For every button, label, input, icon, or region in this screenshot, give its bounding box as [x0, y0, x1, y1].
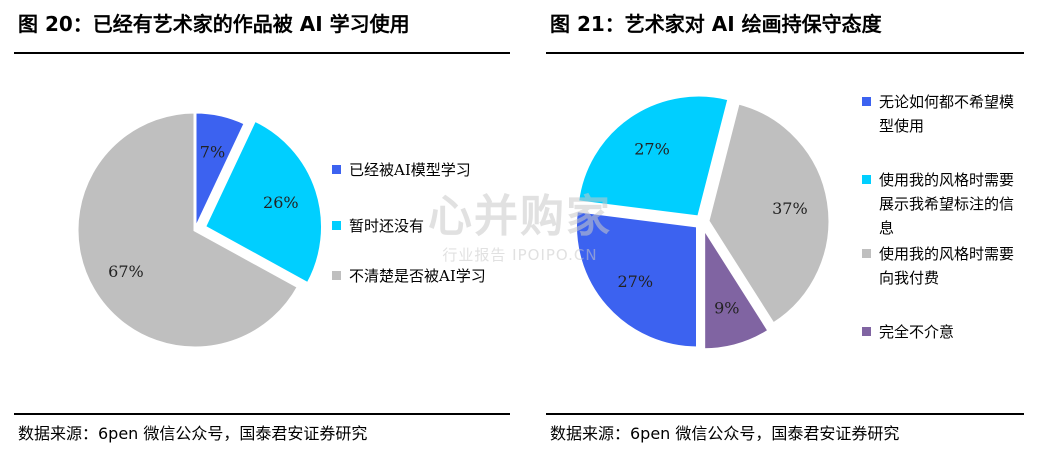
legend-swatch-1-1 [862, 175, 871, 184]
slice-label-1-0: 27% [617, 272, 653, 291]
pie-chart-left: 7% 26% 67% [75, 110, 324, 350]
legend-label-0-0: 已经被AI模型学习 [349, 161, 471, 179]
pie-chart-right: 27% 27% 37% 9% [574, 93, 832, 352]
title-rule-right [546, 52, 1024, 54]
pie-slice-1-3 [702, 222, 772, 352]
legend-item-0-2: 不清楚是否被AI学习 [332, 264, 489, 288]
legend-label-1-1: 使用我的风格时需要展示我希望标注的信息 [879, 171, 1015, 237]
legend-swatch-0-0 [332, 165, 341, 174]
legend-item-0-0: 已经被AI模型学习 [332, 158, 489, 182]
slice-label-0-0: 7% [200, 143, 225, 162]
legend-label-0-2: 不清楚是否被AI学习 [349, 267, 486, 285]
source-note-right: 数据来源：6pen 微信公众号，国泰君安证券研究 [550, 424, 900, 443]
legend-swatch-0-2 [332, 271, 341, 280]
legend-label-1-3: 完全不介意 [879, 323, 955, 341]
legend-item-0-1: 暂时还没有 [332, 214, 489, 238]
chart-panel-left: 图 20：已经有艺术家的作品被 AI 学习使用 7% 26% 67% 已经被AI模型… [0, 0, 510, 452]
slice-label-1-1: 27% [634, 139, 670, 158]
legend-label-1-0: 无论如何都不希望模型使用 [879, 93, 1015, 135]
pie-slice-0-1 [202, 118, 324, 286]
legend-swatch-1-2 [862, 249, 871, 258]
legend-swatch-0-1 [332, 221, 341, 230]
pie-slice-1-2 [706, 101, 832, 327]
legend-item-1-0: 无论如何都不希望模型使用 [862, 90, 1019, 138]
pie-slice-0-2 [75, 110, 301, 350]
legend-label-0-1: 暂时还没有 [349, 217, 425, 235]
chart-title-left: 图 20：已经有艺术家的作品被 AI 学习使用 [18, 12, 410, 36]
slice-label-1-3: 9% [714, 298, 739, 317]
title-rule-left [14, 52, 510, 54]
legend-item-1-3: 完全不介意 [862, 320, 1019, 344]
legend-swatch-1-0 [862, 97, 871, 106]
slice-label-0-2: 67% [108, 262, 144, 281]
source-rule-left [14, 413, 510, 415]
slice-label-1-2: 37% [772, 199, 808, 218]
legend-swatch-1-3 [862, 327, 871, 336]
source-rule-right [546, 413, 1024, 415]
chart-panel-right: 图 21：艺术家对 AI 绘画持保守态度 27% 27% 37% 9% 无论如何都不希… [532, 0, 1051, 452]
slice-label-0-1: 26% [263, 193, 299, 212]
chart-title-right: 图 21：艺术家对 AI 绘画持保守态度 [550, 12, 882, 36]
legend-item-1-1: 使用我的风格时需要展示我希望标注的信息 [862, 168, 1019, 240]
legend-item-1-2: 使用我的风格时需要向我付费 [862, 242, 1019, 290]
source-note-left: 数据来源：6pen 微信公众号，国泰君安证券研究 [18, 424, 368, 443]
legend-label-1-2: 使用我的风格时需要向我付费 [879, 245, 1015, 287]
pie-slice-1-1 [575, 93, 731, 219]
pie-slice-1-0 [574, 209, 699, 350]
